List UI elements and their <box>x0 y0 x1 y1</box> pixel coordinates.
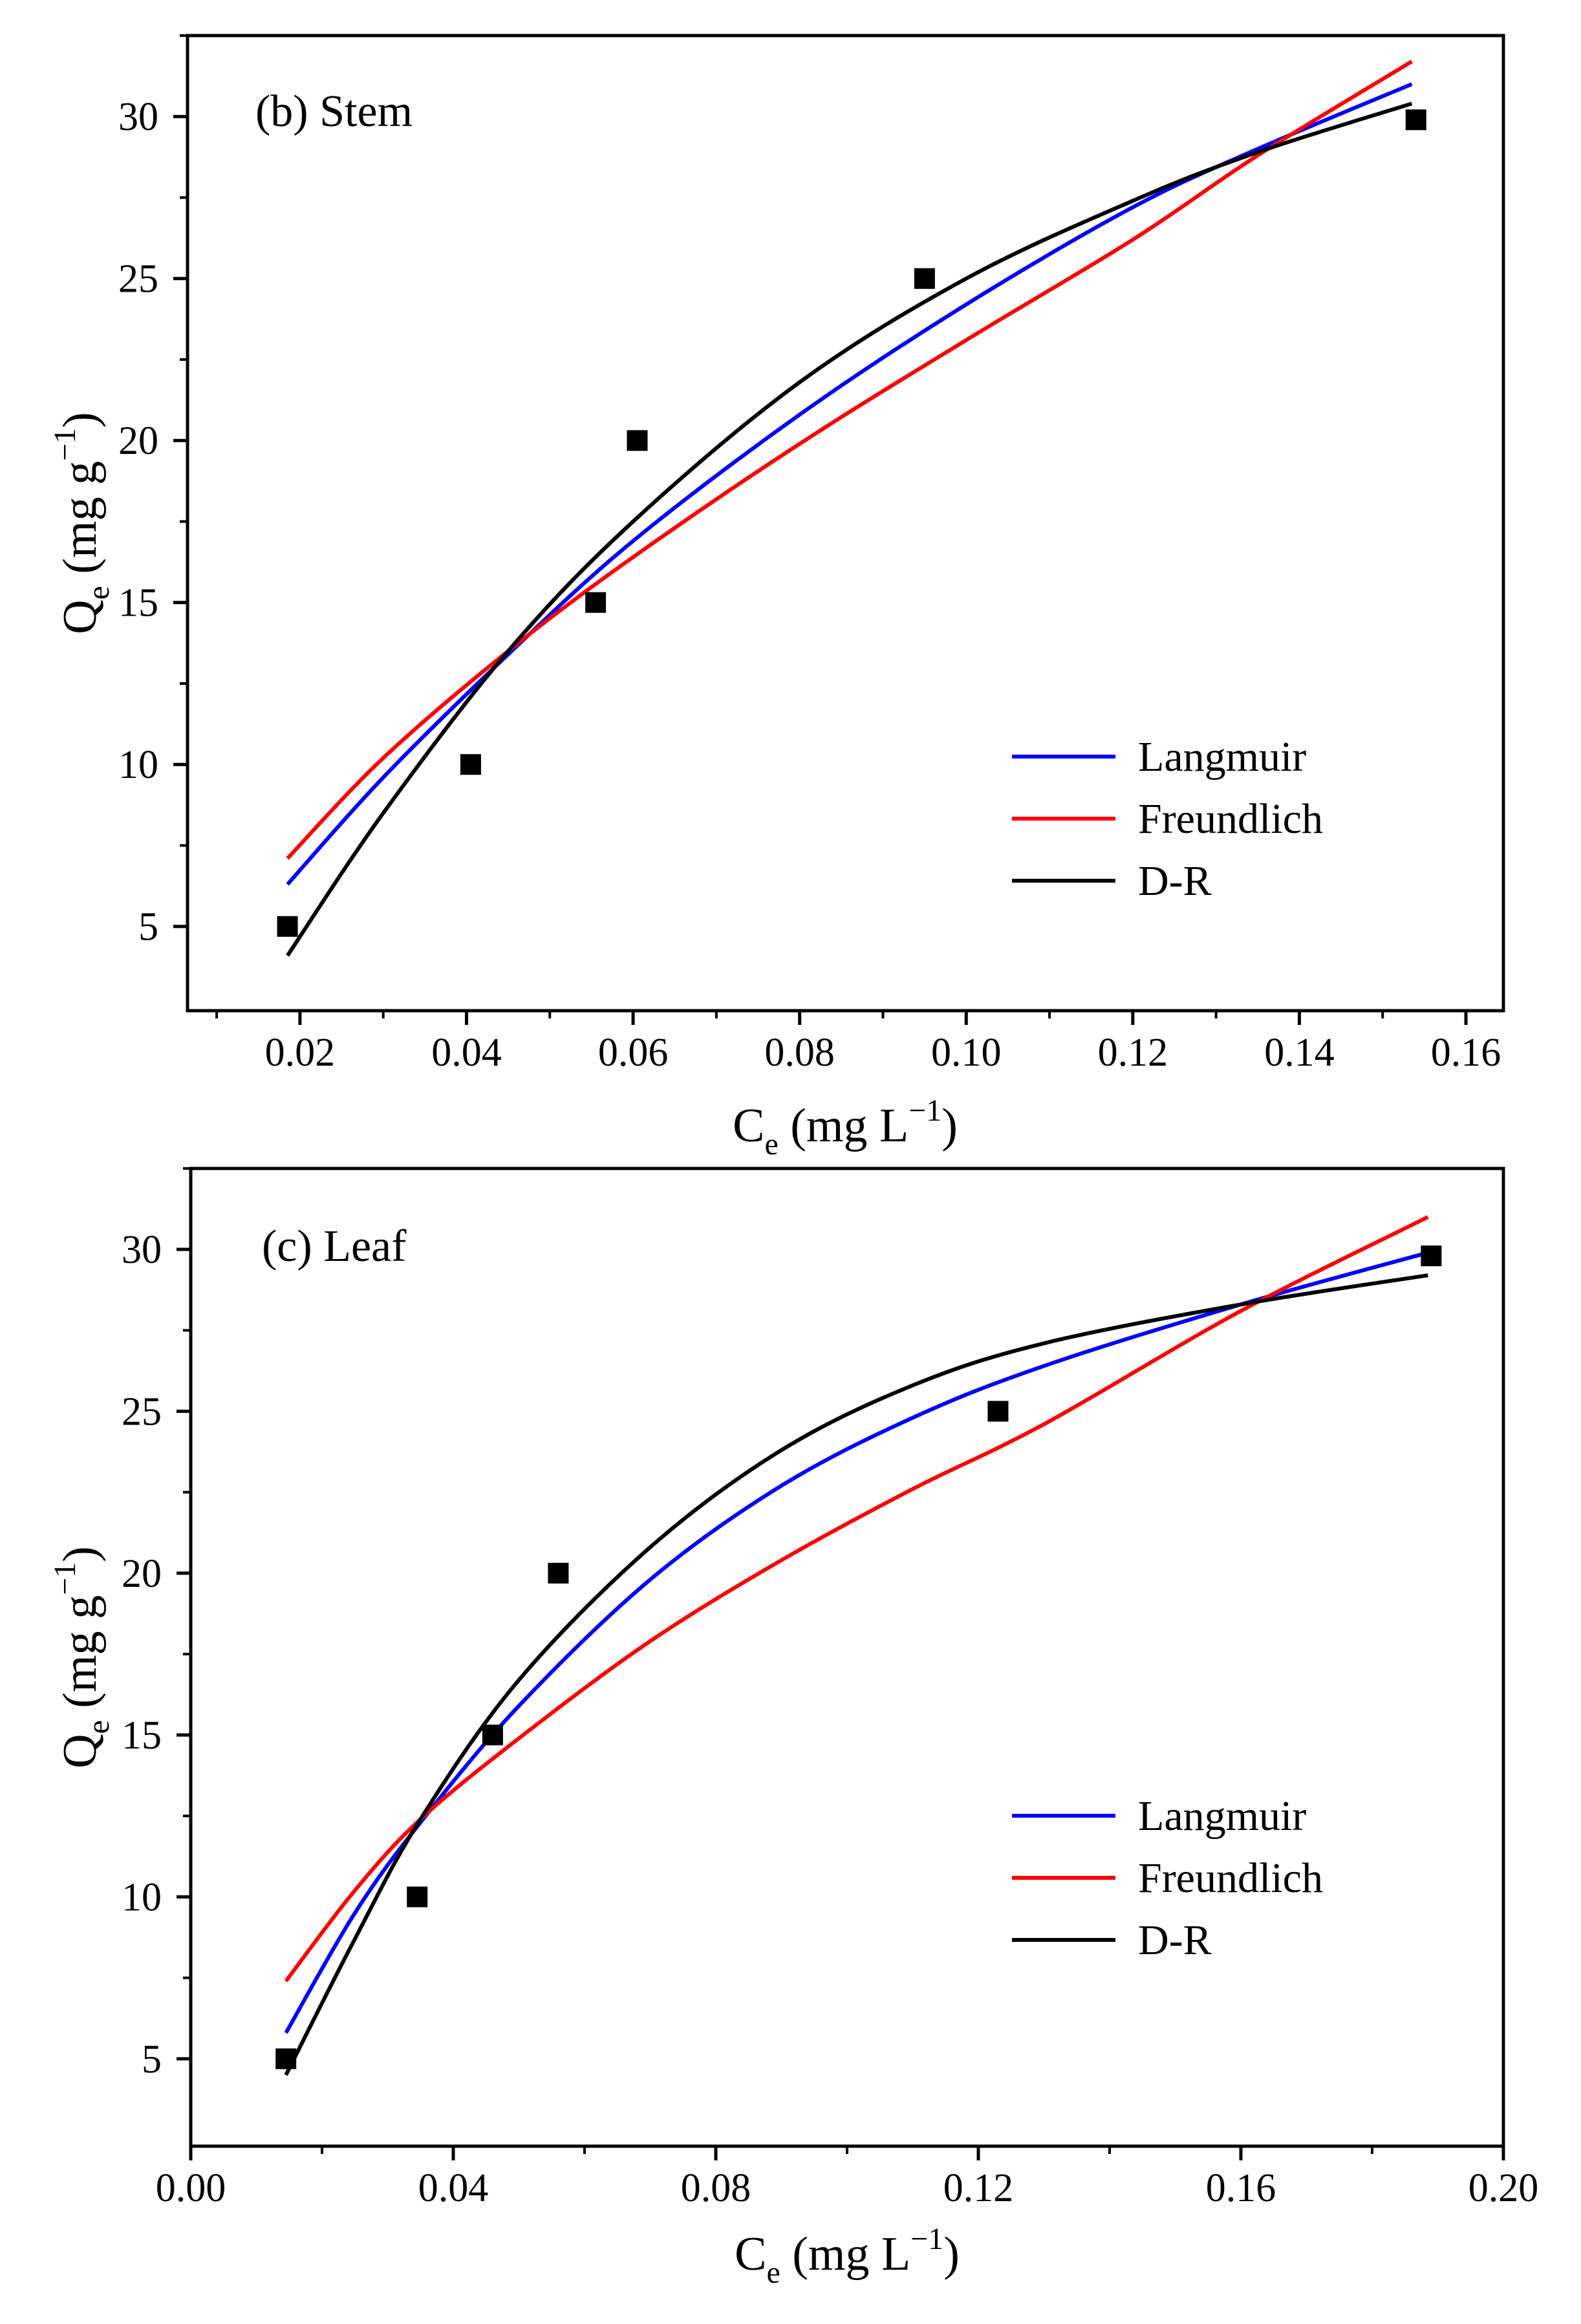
y-axis-title: Qe (mg g−1) <box>48 1546 116 1769</box>
x-tick-label: 0.08 <box>681 2166 751 2210</box>
data-point <box>987 1401 1009 1422</box>
curve-dr <box>284 1273 1428 2076</box>
y-tick-label: 15 <box>122 1714 162 1758</box>
legend-label-freundlich: Freundlich <box>1138 795 1323 843</box>
tick-labels: 0.02 0.04 0.06 0.08 0.10 0.12 0.14 0.16 5 10 15 20 2… <box>118 95 1501 1075</box>
x-tick-label: 0.12 <box>943 2166 1014 2210</box>
y-tick-label: 25 <box>122 1390 162 1434</box>
data-points <box>275 1245 1442 2069</box>
y-tick-label: 10 <box>122 1875 162 1919</box>
x-tick-label: 0.16 <box>1206 2166 1276 2210</box>
tick-labels: 0.00 0.04 0.08 0.12 0.16 0.20 5 10 15 20 25 30 <box>122 1228 1538 2210</box>
x-tick-label: 0.10 <box>931 1031 1002 1075</box>
curve-langmuir <box>284 1251 1429 2034</box>
x-axis-title: Ce (mg L−1) <box>733 1093 958 1161</box>
data-point <box>548 1562 569 1584</box>
data-point <box>407 1886 428 1908</box>
x-tick-label: 0.20 <box>1468 2166 1539 2210</box>
x-axis-title: Ce (mg L−1) <box>735 2222 960 2290</box>
x-tick-label: 0.08 <box>764 1031 835 1075</box>
data-point <box>585 592 607 613</box>
axis-ticks <box>173 34 1468 1025</box>
data-point <box>482 1725 503 1746</box>
data-point <box>914 268 935 289</box>
y-axis-title: Qe (mg g−1) <box>48 412 116 634</box>
x-tick-label: 0.12 <box>1098 1031 1168 1075</box>
y-tick-label: 30 <box>122 1228 162 1272</box>
y-tick-label: 5 <box>142 2038 162 2082</box>
data-point <box>275 2048 297 2069</box>
y-tick-label: 20 <box>122 1552 162 1596</box>
x-tick-label: 0.00 <box>156 2166 226 2210</box>
plot-frame <box>186 34 1505 1013</box>
x-tick-label: 0.04 <box>431 1031 502 1075</box>
plot-frame <box>189 1167 1505 2148</box>
data-point <box>460 754 481 775</box>
panel-stem: 0.02 0.04 0.06 0.08 0.10 0.12 0.14 0.16 5 10 15 20 2… <box>48 34 1505 1161</box>
data-point <box>277 916 298 937</box>
x-tick-label: 0.02 <box>265 1031 336 1075</box>
legend-label-langmuir: Langmuir <box>1138 1792 1306 1840</box>
x-tick-label: 0.16 <box>1431 1031 1501 1075</box>
curve-freundlich <box>286 59 1413 860</box>
y-tick-label: 20 <box>118 419 158 463</box>
curve-dr <box>286 102 1413 957</box>
data-point <box>1405 109 1426 131</box>
axis-ticks <box>177 1167 1505 2160</box>
data-point <box>1421 1245 1442 1267</box>
data-points <box>277 109 1426 937</box>
y-tick-label: 15 <box>118 581 158 625</box>
panel-leaf: 0.00 0.04 0.08 0.12 0.16 0.20 5 10 15 20 25 30 (c) … <box>48 1167 1538 2290</box>
legend: Langmuir Freundlich D-R <box>1012 733 1323 905</box>
x-tick-label: 0.04 <box>418 2166 489 2210</box>
legend-label-dr: D-R <box>1138 857 1212 905</box>
legend-label-freundlich: Freundlich <box>1138 1855 1323 1902</box>
fit-curves <box>286 59 1413 957</box>
y-tick-label: 10 <box>118 743 158 787</box>
legend-label-dr: D-R <box>1138 1917 1212 1964</box>
curve-freundlich <box>284 1215 1429 1983</box>
panel-title: (b) Stem <box>255 87 413 136</box>
y-tick-label: 30 <box>118 95 158 139</box>
y-tick-label: 5 <box>138 905 158 949</box>
legend-label-langmuir: Langmuir <box>1138 733 1306 780</box>
data-point <box>627 430 648 451</box>
legend: Langmuir Freundlich D-R <box>1012 1792 1323 1964</box>
x-tick-label: 0.06 <box>598 1031 669 1075</box>
fit-curves <box>284 1215 1429 2076</box>
x-tick-label: 0.14 <box>1264 1031 1335 1075</box>
y-tick-label: 25 <box>118 257 158 301</box>
panel-title: (c) Leaf <box>262 1221 407 1271</box>
